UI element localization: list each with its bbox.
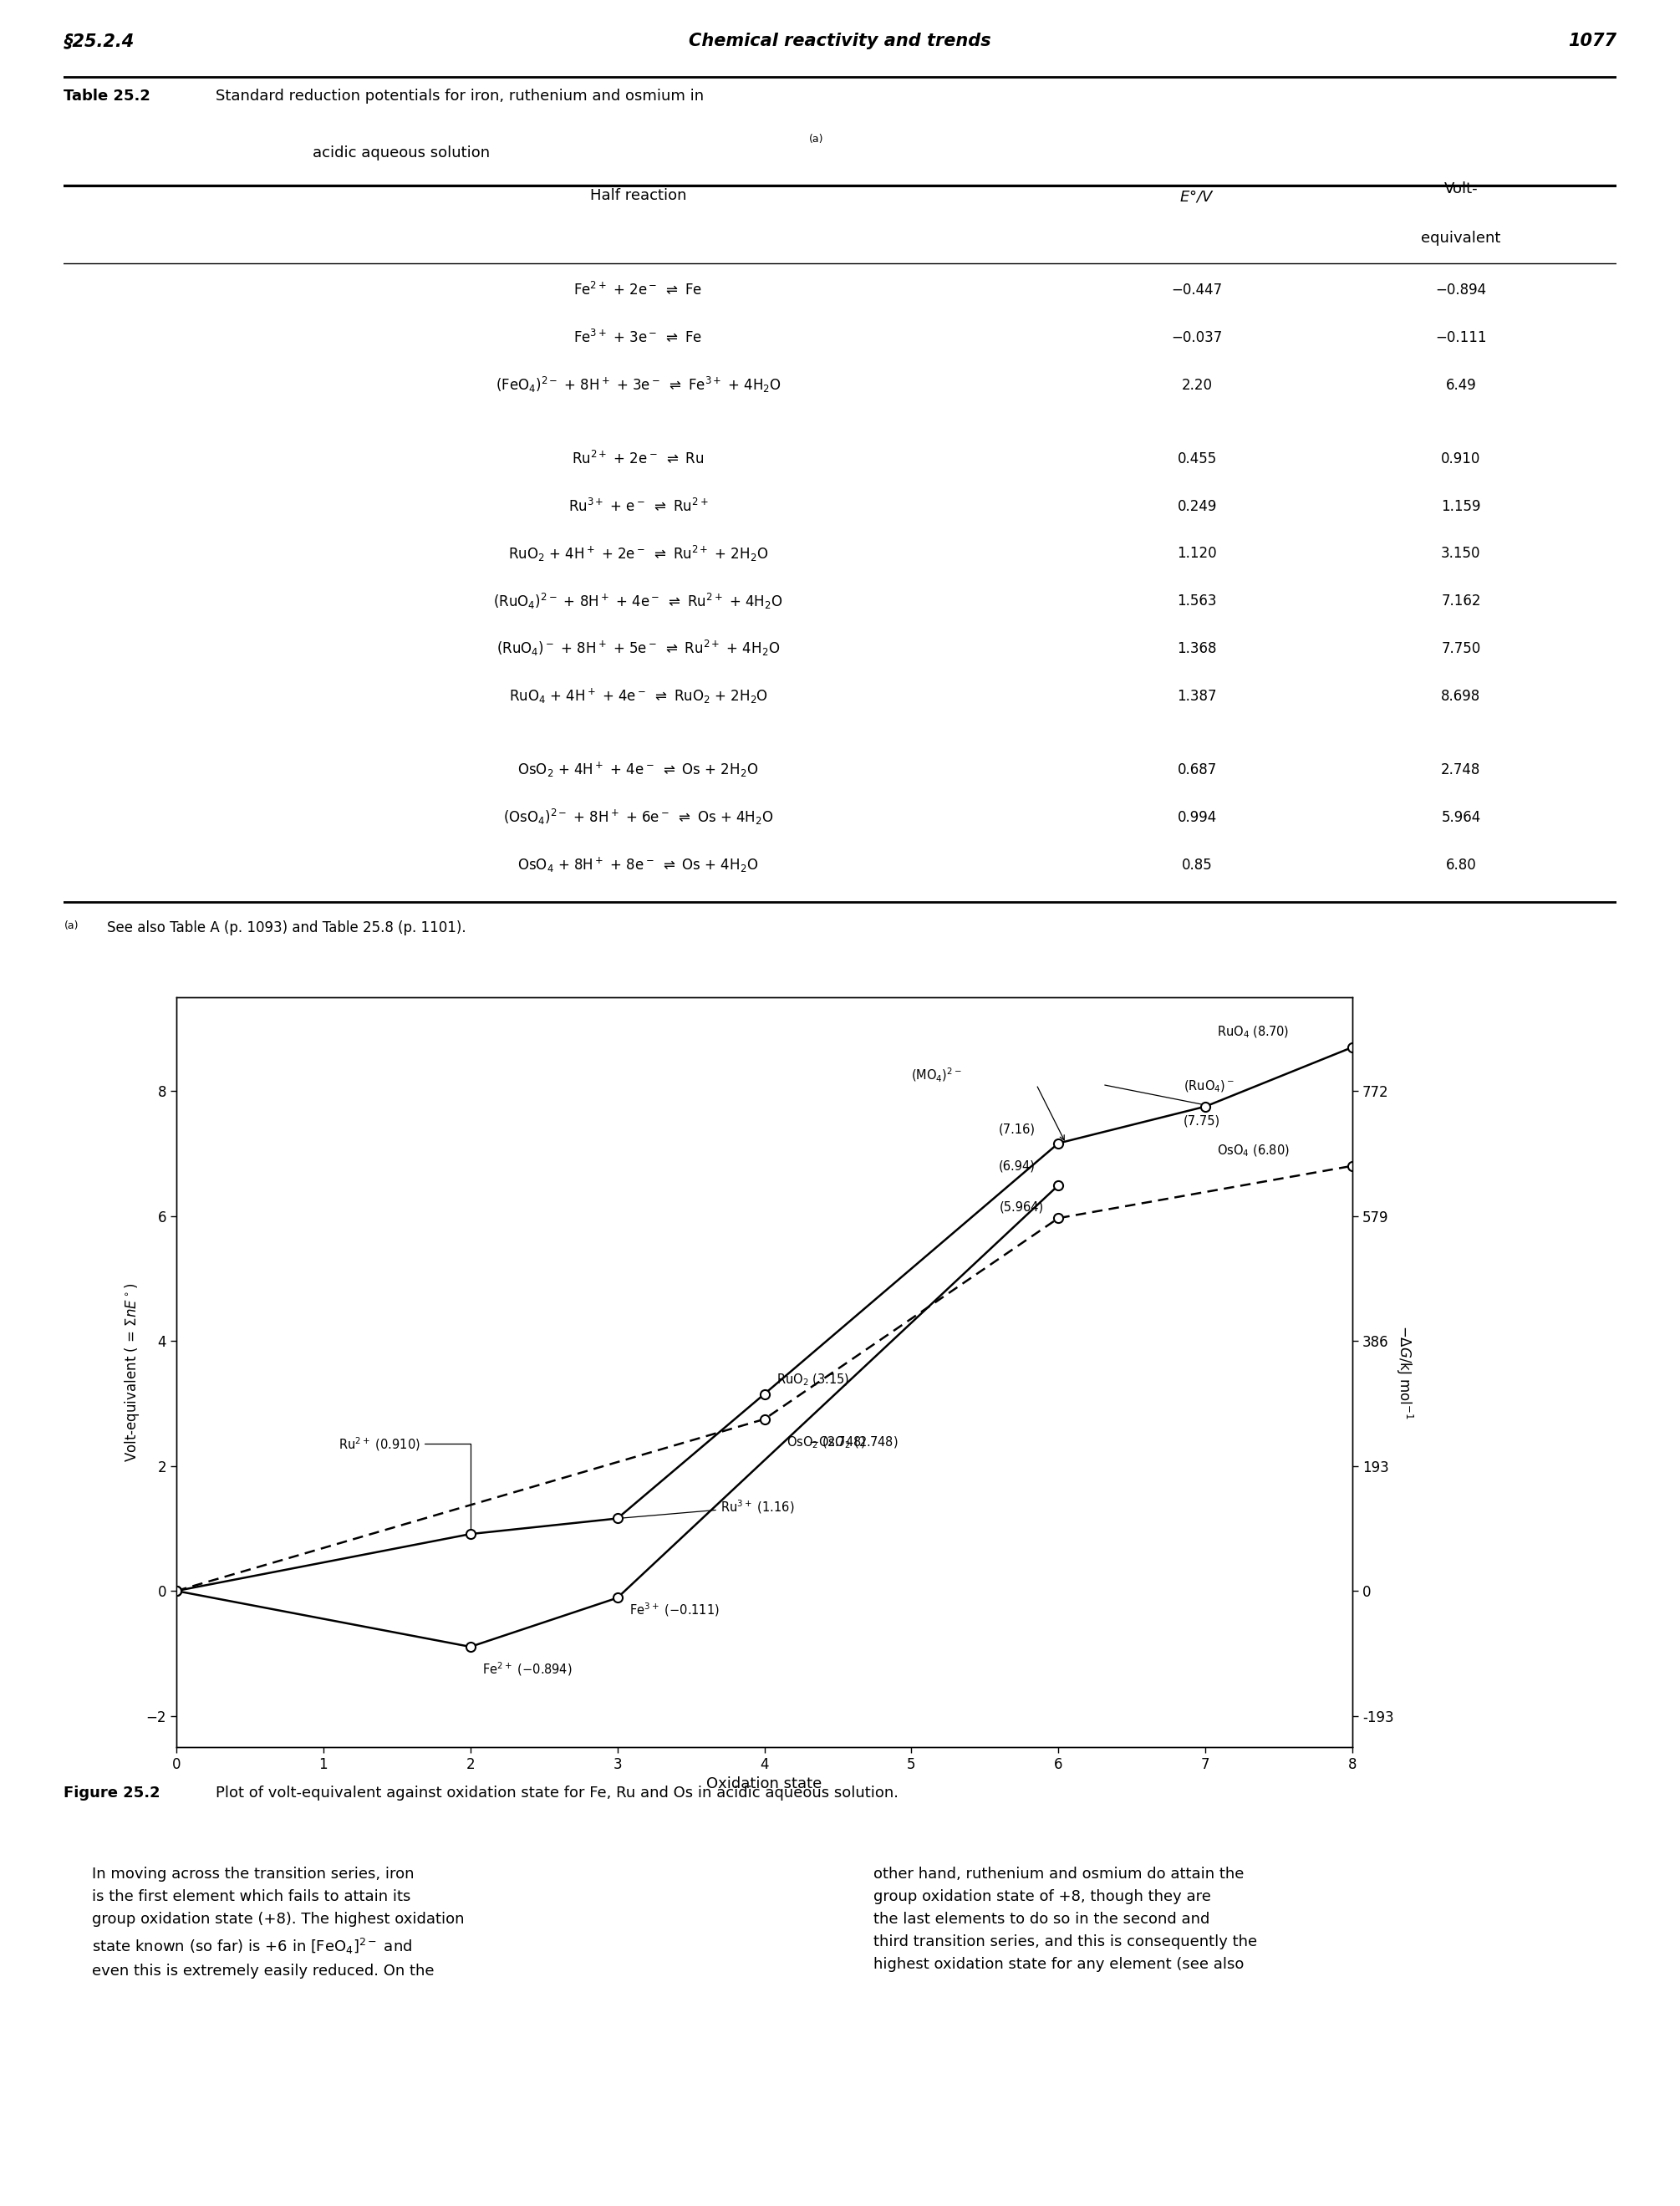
Y-axis label: $-\Delta G$/kJ mol$^{-1}$: $-\Delta G$/kJ mol$^{-1}$ (1394, 1326, 1415, 1418)
Text: 6.49: 6.49 (1445, 377, 1477, 393)
Text: equivalent: equivalent (1421, 232, 1500, 245)
Text: −0.037: −0.037 (1171, 331, 1223, 344)
Text: 1.368: 1.368 (1178, 642, 1216, 655)
Text: (RuO$_4$)$^-$: (RuO$_4$)$^-$ (1183, 1079, 1235, 1094)
Text: Volt-: Volt- (1443, 181, 1478, 196)
Text: (RuO$_4$)$^{2-}$ + 8H$^+$ + 4e$^-$ $\rightleftharpoons$ Ru$^{2+}$ + 4H$_2$O: (RuO$_4$)$^{2-}$ + 8H$^+$ + 4e$^-$ $\rig… (494, 591, 783, 611)
Text: Fe$^{3+}$ + 3e$^-$ $\rightleftharpoons$ Fe: Fe$^{3+}$ + 3e$^-$ $\rightleftharpoons$ … (573, 329, 702, 346)
Text: 0.910: 0.910 (1441, 452, 1480, 465)
Text: Standard reduction potentials for iron, ruthenium and osmium in: Standard reduction potentials for iron, … (217, 88, 704, 104)
Text: Ru$^{3+}$ + e$^-$ $\rightleftharpoons$ Ru$^{2+}$: Ru$^{3+}$ + e$^-$ $\rightleftharpoons$ R… (568, 499, 709, 514)
Text: 0.249: 0.249 (1178, 499, 1216, 514)
X-axis label: Oxidation state: Oxidation state (707, 1776, 822, 1791)
Text: 7.162: 7.162 (1441, 593, 1480, 609)
Text: 0.994: 0.994 (1178, 810, 1216, 825)
Text: (RuO$_4$)$^-$ + 8H$^+$ + 5e$^-$ $\rightleftharpoons$ Ru$^{2+}$ + 4H$_2$O: (RuO$_4$)$^-$ + 8H$^+$ + 5e$^-$ $\rightl… (497, 640, 780, 657)
Text: OsO$_2$ + 4H$^+$ + 4e$^-$ $\rightleftharpoons$ Os + 2H$_2$O: OsO$_2$ + 4H$^+$ + 4e$^-$ $\rightlefthar… (517, 761, 759, 779)
Text: 1077: 1077 (1567, 33, 1616, 49)
Text: OsO$_4$ (6.80): OsO$_4$ (6.80) (1216, 1143, 1290, 1158)
Text: −0.447: −0.447 (1171, 282, 1223, 298)
Text: RuO$_4$ + 4H$^+$ + 4e$^-$ $\rightleftharpoons$ RuO$_2$ + 2H$_2$O: RuO$_4$ + 4H$^+$ + 4e$^-$ $\rightlefthar… (509, 686, 768, 706)
Text: (OsO$_4$)$^{2-}$ + 8H$^+$ + 6e$^-$ $\rightleftharpoons$ Os + 4H$_2$O: (OsO$_4$)$^{2-}$ + 8H$^+$ + 6e$^-$ $\rig… (502, 807, 773, 827)
Text: 8.698: 8.698 (1441, 688, 1480, 704)
Text: (7.16): (7.16) (1000, 1123, 1035, 1136)
Text: 0.455: 0.455 (1178, 452, 1216, 465)
Text: OsO$_2$ (2.748): OsO$_2$ (2.748) (786, 1434, 867, 1449)
Text: Fe$^{3+}$ ($-$0.111): Fe$^{3+}$ ($-$0.111) (630, 1602, 719, 1619)
Text: Half reaction: Half reaction (590, 188, 687, 203)
Text: acidic aqueous solution: acidic aqueous solution (312, 146, 489, 161)
Text: 2.748: 2.748 (1441, 763, 1480, 777)
Text: −0.111: −0.111 (1435, 331, 1487, 344)
Text: (7.75): (7.75) (1183, 1114, 1220, 1127)
Y-axis label: Volt-equivalent ( = $\Sigma n E^\circ$): Volt-equivalent ( = $\Sigma n E^\circ$) (123, 1282, 141, 1463)
Text: Figure 25.2: Figure 25.2 (64, 1785, 161, 1800)
Text: 5.964: 5.964 (1441, 810, 1480, 825)
Text: −0.894: −0.894 (1435, 282, 1487, 298)
Text: 3.150: 3.150 (1441, 547, 1480, 560)
Text: RuO$_2$ (3.15): RuO$_2$ (3.15) (776, 1372, 848, 1388)
Text: Plot of volt-equivalent against oxidation state for Fe, Ru and Os in acidic aque: Plot of volt-equivalent against oxidatio… (217, 1785, 899, 1800)
Text: In moving across the transition series, iron
is the first element which fails to: In moving across the transition series, … (92, 1866, 464, 1979)
Text: Ru$^{2+}$ + 2e$^-$ $\rightleftharpoons$ Ru: Ru$^{2+}$ + 2e$^-$ $\rightleftharpoons$ … (573, 450, 704, 468)
Text: $-$OsO$_2$ (2.748): $-$OsO$_2$ (2.748) (808, 1434, 899, 1449)
Text: (a): (a) (810, 135, 823, 143)
Text: (5.964): (5.964) (1000, 1200, 1043, 1213)
Text: Fe$^{2+}$ + 2e$^-$ $\rightleftharpoons$ Fe: Fe$^{2+}$ + 2e$^-$ $\rightleftharpoons$ … (573, 282, 702, 298)
Text: Ru$^{2+}$ (0.910): Ru$^{2+}$ (0.910) (338, 1436, 470, 1531)
Text: (MO$_4$)$^{2-}$: (MO$_4$)$^{2-}$ (911, 1065, 963, 1083)
Text: (a): (a) (64, 920, 79, 931)
Text: See also Table A (p. 1093) and Table 25.8 (p. 1101).: See also Table A (p. 1093) and Table 25.… (108, 920, 467, 935)
Text: §25.2.4: §25.2.4 (64, 33, 134, 49)
Text: 0.85: 0.85 (1181, 858, 1213, 871)
Text: other hand, ruthenium and osmium do attain the
group oxidation state of +8, thou: other hand, ruthenium and osmium do atta… (874, 1866, 1257, 1972)
Text: 1.387: 1.387 (1178, 688, 1216, 704)
Text: 6.80: 6.80 (1445, 858, 1477, 871)
Text: (6.94): (6.94) (1000, 1160, 1035, 1174)
Text: 1.563: 1.563 (1178, 593, 1216, 609)
Text: 7.750: 7.750 (1441, 642, 1480, 655)
Text: (FeO$_4$)$^{2-}$ + 8H$^+$ + 3e$^-$ $\rightleftharpoons$ Fe$^{3+}$ + 4H$_2$O: (FeO$_4$)$^{2-}$ + 8H$^+$ + 3e$^-$ $\rig… (496, 375, 781, 395)
Text: RuO$_4$ (8.70): RuO$_4$ (8.70) (1216, 1024, 1289, 1039)
Text: RuO$_2$ + 4H$^+$ + 2e$^-$ $\rightleftharpoons$ Ru$^{2+}$ + 2H$_2$O: RuO$_2$ + 4H$^+$ + 2e$^-$ $\rightlefthar… (507, 545, 768, 563)
Text: OsO$_4$ + 8H$^+$ + 8e$^-$ $\rightleftharpoons$ Os + 4H$_2$O: OsO$_4$ + 8H$^+$ + 8e$^-$ $\rightlefthar… (517, 856, 759, 874)
Text: Table 25.2: Table 25.2 (64, 88, 151, 104)
Text: Ru$^{3+}$ (1.16): Ru$^{3+}$ (1.16) (620, 1498, 795, 1518)
Text: 1.120: 1.120 (1178, 547, 1216, 560)
Text: 2.20: 2.20 (1181, 377, 1213, 393)
Text: $E$°/V: $E$°/V (1179, 188, 1215, 205)
Text: 0.687: 0.687 (1178, 763, 1216, 777)
Text: Fe$^{2+}$ ($-$0.894): Fe$^{2+}$ ($-$0.894) (482, 1661, 573, 1679)
Text: 1.159: 1.159 (1441, 499, 1480, 514)
Text: Chemical reactivity and trends: Chemical reactivity and trends (689, 33, 991, 49)
